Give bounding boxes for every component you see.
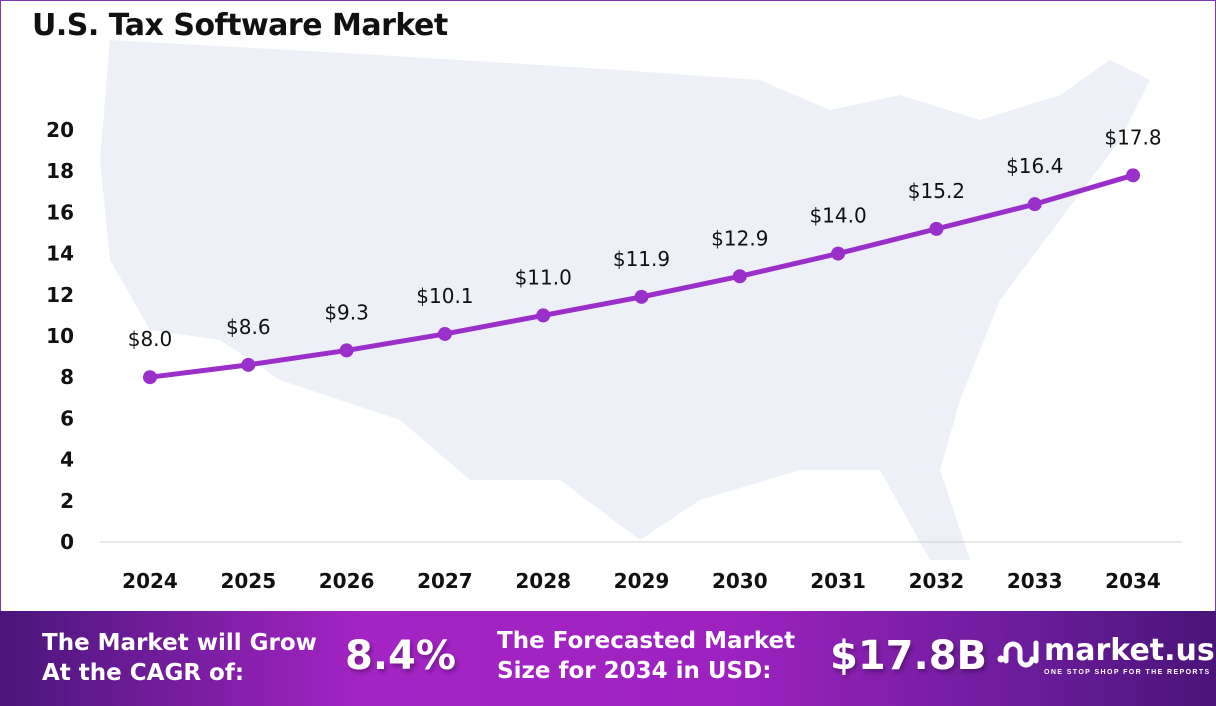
x-tick-label: 2033 [1007, 569, 1063, 593]
x-tick-label: 2031 [810, 569, 866, 593]
cagr-label: The Market will Grow At the CAGR of: [42, 628, 317, 688]
data-label: $12.9 [711, 226, 768, 250]
chart-title: U.S. Tax Software Market [32, 8, 448, 43]
market-us-logo: market.us ONE STOP SHOP FOR THE REPORTS [996, 633, 1215, 678]
line-chart: 0 2 4 6 8 10 12 14 16 18 20 2024 2025 2026 2027 2028 202… [46, 40, 1182, 593]
y-tick-label: 18 [46, 159, 74, 183]
data-point [143, 370, 157, 385]
forecast-label-line1: The Forecasted Market [497, 628, 796, 654]
data-point [536, 308, 551, 323]
data-point [929, 221, 944, 236]
data-label: $15.2 [908, 179, 965, 203]
data-label: $9.3 [324, 300, 369, 324]
y-tick-label: 6 [60, 406, 74, 430]
data-point [339, 343, 354, 358]
y-tick-label: 8 [60, 365, 74, 389]
data-point [1126, 168, 1140, 183]
data-point [241, 357, 256, 372]
summary-banner: The Market will Grow At the CAGR of: 8.4… [0, 611, 1216, 706]
x-tick-label: 2030 [712, 569, 768, 593]
data-point [732, 269, 747, 284]
y-tick-label: 0 [60, 530, 74, 554]
data-label: $16.4 [1006, 154, 1063, 178]
y-tick-label: 16 [46, 200, 74, 224]
y-tick-label: 14 [46, 242, 74, 266]
x-tick-label: 2024 [122, 569, 178, 593]
y-tick-label: 10 [46, 324, 74, 348]
data-label: $11.0 [515, 265, 572, 289]
y-tick-label: 20 [46, 118, 74, 142]
data-label: $11.9 [613, 247, 670, 271]
y-tick-label: 4 [60, 448, 74, 472]
logo-mark-icon [997, 640, 1039, 668]
cagr-value: 8.4% [345, 633, 456, 679]
data-label: $10.1 [416, 284, 473, 308]
y-tick-label: 12 [46, 283, 74, 307]
data-label: $17.8 [1104, 125, 1161, 149]
cagr-label-line1: The Market will Grow [42, 630, 317, 656]
x-tick-label: 2034 [1105, 569, 1161, 593]
forecast-label: The Forecasted Market Size for 2034 in U… [497, 626, 795, 686]
cagr-label-line2: At the CAGR of: [42, 660, 245, 686]
forecast-value: $17.8B [830, 633, 988, 679]
data-point [634, 289, 649, 304]
x-tick-label: 2029 [614, 569, 670, 593]
x-tick-label: 2032 [909, 569, 965, 593]
data-label: $8.6 [226, 315, 271, 339]
x-tick-label: 2025 [220, 569, 276, 593]
x-tick-label: 2026 [319, 569, 375, 593]
data-point [1027, 197, 1042, 212]
data-label: $8.0 [128, 327, 173, 351]
data-point [437, 326, 452, 341]
x-tick-label: 2027 [417, 569, 473, 593]
x-tick-label: 2028 [515, 569, 571, 593]
logo-tagline: ONE STOP SHOP FOR THE REPORTS [1044, 669, 1211, 676]
logo-name: market.us [1044, 633, 1215, 668]
data-label: $14.0 [809, 204, 866, 228]
y-tick-label: 2 [60, 489, 74, 513]
forecast-label-line2: Size for 2034 in USD: [497, 658, 772, 684]
data-point [831, 246, 846, 261]
